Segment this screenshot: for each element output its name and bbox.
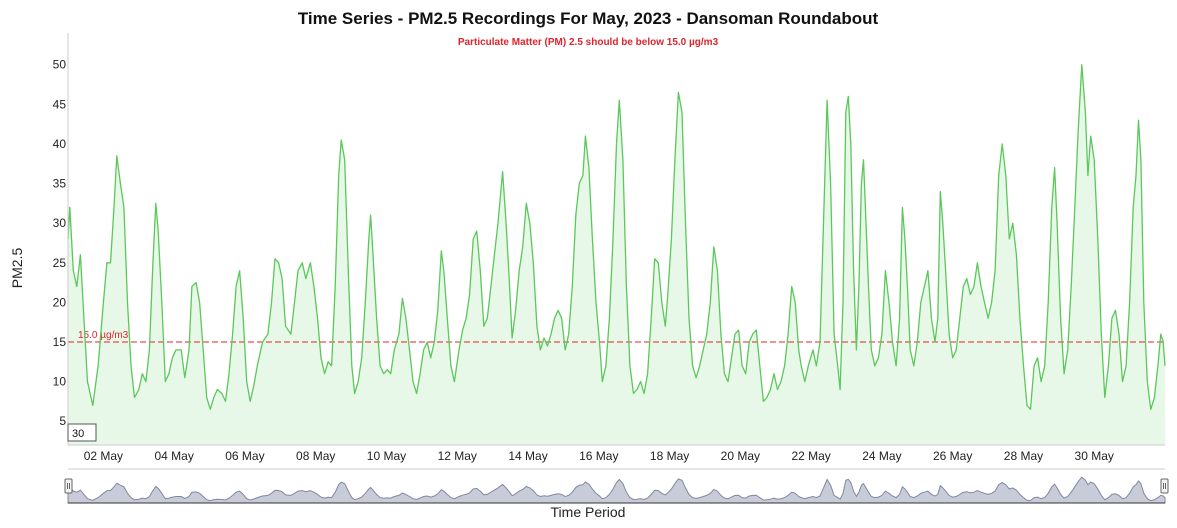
y-tick-label: 15: [53, 335, 67, 349]
x-tick-label: 06 May: [225, 449, 264, 463]
navigator[interactable]: [64, 468, 1169, 504]
x-tick-label: 16 May: [579, 449, 618, 463]
range-selector-value: 30: [72, 428, 84, 440]
navigator-handle-right[interactable]: [1160, 478, 1169, 494]
x-tick-labels: 02 May 04 May 06 May 08 May 10 May 12 May 14 M…: [84, 449, 1114, 463]
x-tick-label: 28 May: [1004, 449, 1043, 463]
plot-area: 15.0 µg/m3 5 10 15 20 25 30 35 40 45 50 02 May 04 …: [53, 33, 1166, 463]
navigator-handle-right-grip: [1160, 478, 1169, 494]
x-tick-label: 10 May: [367, 449, 406, 463]
y-tick-label: 50: [53, 58, 67, 72]
x-tick-label: 02 May: [84, 449, 123, 463]
range-selector-box[interactable]: 30: [67, 423, 97, 442]
x-tick-label: 22 May: [791, 449, 830, 463]
x-tick-label: 14 May: [508, 449, 547, 463]
x-tick-label: 30 May: [1075, 449, 1114, 463]
x-tick-label: 12 May: [438, 449, 477, 463]
x-tick-label: 20 May: [721, 449, 760, 463]
series-area-fill: [68, 64, 1165, 445]
navigator-series-area: [67, 476, 1166, 504]
navigator-handle-left-grip: [64, 478, 73, 494]
threshold-label: 15.0 µg/m3: [78, 330, 129, 341]
y-axis-label: PM2.5: [9, 248, 25, 289]
x-axis-label: Time Period: [551, 504, 626, 520]
y-tick-label: 10: [53, 375, 67, 389]
x-tick-label: 08 May: [296, 449, 335, 463]
navigator-handle-left[interactable]: [64, 478, 73, 494]
chart-title: Time Series - PM2.5 Recordings For May, …: [298, 9, 879, 28]
y-tick-label: 45: [53, 97, 67, 111]
series-line: [67, 64, 1166, 410]
y-tick-label: 30: [53, 216, 67, 230]
y-tick-labels: 5 10 15 20 25 30 35 40 45 50: [53, 58, 67, 429]
range-selector-box-frame: [67, 423, 97, 442]
y-tick-label: 5: [59, 414, 66, 428]
y-tick-label: 40: [53, 137, 67, 151]
y-tick-label: 35: [53, 177, 67, 191]
x-tick-label: 04 May: [154, 449, 193, 463]
y-tick-label: 20: [53, 295, 67, 309]
x-tick-label: 18 May: [650, 449, 689, 463]
x-tick-label: 26 May: [933, 449, 972, 463]
x-tick-label: 24 May: [862, 449, 901, 463]
y-tick-label: 25: [53, 256, 67, 270]
chart-subtitle: Particulate Matter (PM) 2.5 should be be…: [458, 37, 719, 48]
